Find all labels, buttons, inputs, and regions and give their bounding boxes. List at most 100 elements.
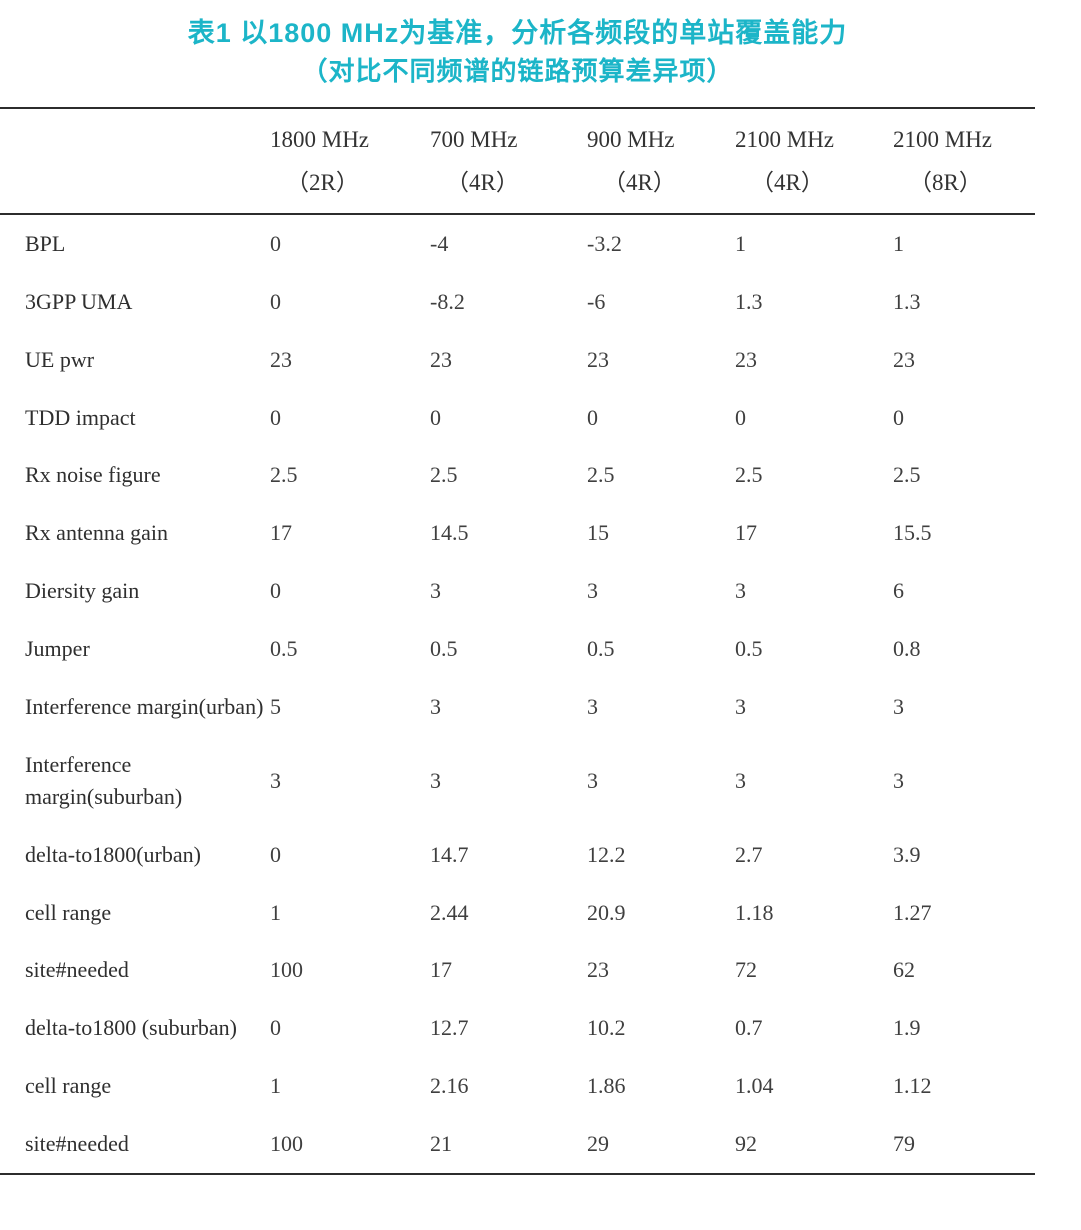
header-freq: 900 MHz [587, 126, 675, 152]
cell-value: 0 [430, 404, 441, 430]
table-row: UE pwr 23 23 23 23 23 [0, 331, 1035, 389]
table-title-line2: （对比不同频谱的链路预算差异项） [301, 56, 734, 87]
header-config: （4R） [751, 169, 824, 195]
row-label: BPL [25, 230, 66, 256]
cell-value: 23 [270, 346, 292, 372]
row-label: Diersity gain [25, 578, 140, 604]
cell-value: 2.5 [430, 462, 458, 488]
cell-value: 0.5 [270, 636, 298, 662]
row-label: cell range [25, 1073, 112, 1099]
cell-value: 2.44 [430, 899, 469, 925]
cell-value: 29 [587, 1131, 609, 1157]
cell-value: 72 [735, 957, 757, 983]
cell-value: 0 [270, 404, 281, 430]
row-label: 3GPP UMA [25, 288, 133, 314]
cell-value: 3 [430, 578, 441, 604]
cell-value: 0 [270, 230, 281, 256]
table-row: Interference margin(suburban) 3 3 3 3 3 [0, 736, 1035, 826]
cell-value: 3 [735, 767, 746, 793]
table-row: delta-to1800 (suburban) 0 12.7 10.2 0.7 1.9 [0, 999, 1035, 1057]
header-freq: 1800 MHz [270, 126, 370, 152]
cell-value: 3 [270, 767, 281, 793]
cell-value: 0 [270, 578, 281, 604]
cell-value: 1.86 [587, 1073, 626, 1099]
coverage-table: 1800 MHz （2R） 700 MHz （4R） 900 MHz （4R） … [0, 107, 1035, 1175]
cell-value: 1 [735, 230, 746, 256]
row-label: TDD impact [25, 404, 136, 430]
table-row: site#needed 100 17 23 72 62 [0, 941, 1035, 999]
cell-value: 17 [735, 520, 757, 546]
header-config: （4R） [603, 169, 676, 195]
cell-value: 0 [893, 404, 904, 430]
cell-value: 1 [270, 1073, 281, 1099]
cell-value: 0.8 [893, 636, 921, 662]
cell-value: 3 [430, 693, 441, 719]
cell-value: 0 [735, 404, 746, 430]
header-empty-cell [0, 108, 270, 214]
cell-value: 20.9 [587, 899, 626, 925]
table-row: Interference margin(urban) 5 3 3 3 3 [0, 678, 1035, 736]
cell-value: 17 [270, 520, 292, 546]
cell-value: 1.12 [893, 1073, 932, 1099]
cell-value: 100 [270, 1131, 303, 1157]
cell-value: 1.04 [735, 1073, 774, 1099]
cell-value: 1.18 [735, 899, 774, 925]
cell-value: 0 [587, 404, 598, 430]
cell-value: 0.5 [587, 636, 615, 662]
header-config: （2R） [286, 169, 359, 195]
cell-value: 14.7 [430, 841, 469, 867]
cell-value: 3 [735, 578, 746, 604]
row-label: Rx noise figure [25, 462, 161, 488]
row-label: delta-to1800(urban) [25, 841, 201, 867]
header-col-2100mhz-4r: 2100 MHz （4R） [735, 108, 893, 214]
cell-value: 1.3 [893, 288, 921, 314]
cell-value: 0 [270, 288, 281, 314]
cell-value: 3 [587, 767, 598, 793]
header-config: （4R） [446, 169, 519, 195]
cell-value: 15 [587, 520, 609, 546]
cell-value: 2.16 [430, 1073, 469, 1099]
cell-value: -6 [587, 288, 606, 314]
table-row: BPL 0 -4 -3.2 1 1 [0, 214, 1035, 273]
cell-value: 23 [893, 346, 915, 372]
cell-value: 1.27 [893, 899, 932, 925]
header-row: 1800 MHz （2R） 700 MHz （4R） 900 MHz （4R） … [0, 107, 1035, 214]
table-row: Rx noise figure 2.5 2.5 2.5 2.5 2.5 [0, 446, 1035, 504]
cell-value: 6 [893, 578, 904, 604]
cell-value: 3 [587, 578, 598, 604]
row-label: site#needed [25, 1131, 129, 1157]
row-label: Interference margin(urban) [25, 693, 264, 719]
cell-value: 79 [893, 1131, 915, 1157]
table-row: 3GPP UMA 0 -8.2 -6 1.3 1.3 [0, 273, 1035, 331]
cell-value: 2.5 [893, 462, 921, 488]
cell-value: 0.5 [735, 636, 763, 662]
table-row: delta-to1800(urban) 0 14.7 12.2 2.7 3.9 [0, 826, 1035, 884]
row-label: Interference margin(suburban) [25, 751, 183, 809]
header-col-700mhz: 700 MHz （4R） [430, 108, 587, 214]
cell-value: 62 [893, 957, 915, 983]
table-title-line1: 表1 以1800 MHz为基准，分析各频段的单站覆盖能力 [187, 18, 848, 48]
cell-value: 17 [430, 957, 452, 983]
table-body: BPL 0 -4 -3.2 1 1 3GPP UMA 0 -8.2 -6 1.3 1.3 UE pwr 2… [0, 214, 1035, 1174]
table-row: cell range 1 2.16 1.86 1.04 1.12 [0, 1057, 1035, 1115]
cell-value: 12.7 [430, 1015, 469, 1041]
cell-value: 2.5 [735, 462, 763, 488]
header-config: （8R） [909, 169, 982, 195]
cell-value: 1 [893, 230, 904, 256]
table-figure: 表1 以1800 MHz为基准，分析各频段的单站覆盖能力 （对比不同频谱的链路预… [0, 14, 1035, 1175]
cell-value: 23 [587, 957, 609, 983]
cell-value: 10.2 [587, 1015, 626, 1041]
cell-value: 3 [735, 693, 746, 719]
cell-value: 23 [430, 346, 452, 372]
row-label: UE pwr [25, 346, 95, 372]
cell-value: 21 [430, 1131, 452, 1157]
row-label: site#needed [25, 957, 129, 983]
table-title: 表1 以1800 MHz为基准，分析各频段的单站覆盖能力 （对比不同频谱的链路预… [0, 14, 1035, 91]
cell-value: 14.5 [430, 520, 469, 546]
cell-value: -3.2 [587, 230, 622, 256]
cell-value: 2.7 [735, 841, 763, 867]
header-col-1800mhz: 1800 MHz （2R） [270, 108, 430, 214]
cell-value: 0 [270, 1015, 281, 1041]
cell-value: 3.9 [893, 841, 921, 867]
table-row: TDD impact 0 0 0 0 0 [0, 389, 1035, 447]
